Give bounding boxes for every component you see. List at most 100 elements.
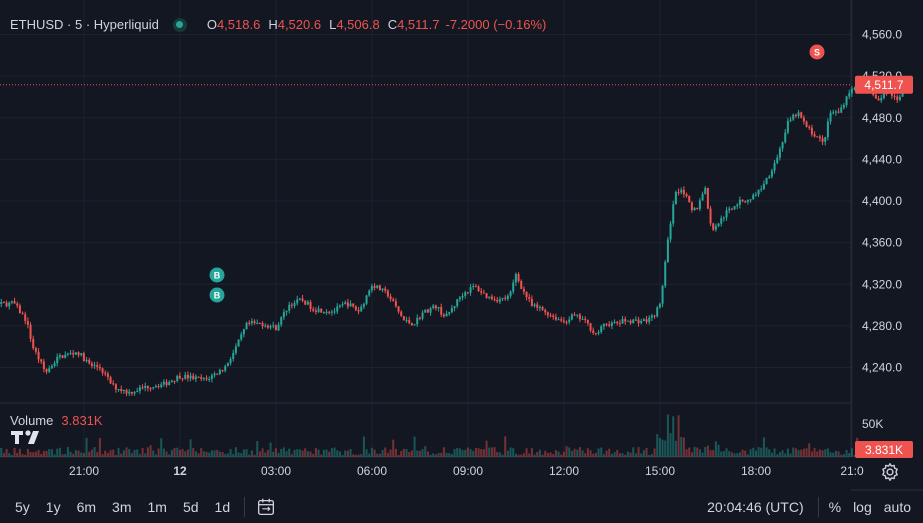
candle-body (448, 312, 451, 314)
volume-bar (224, 454, 227, 457)
volume-bar (661, 439, 664, 457)
candle-body (229, 359, 232, 364)
volume-bar (589, 450, 592, 457)
volume-bar (770, 452, 773, 457)
candle-body (410, 322, 413, 326)
candle-body (826, 121, 829, 138)
volume-bar (232, 454, 235, 457)
candle-body (162, 381, 165, 385)
volume-bar (456, 448, 459, 457)
last-price-label: 4,511.7 (864, 78, 903, 92)
volume-bar (749, 449, 752, 457)
candle-body (26, 320, 29, 325)
candle-body (429, 308, 432, 313)
timeframe-5d[interactable]: 5d (182, 498, 199, 515)
candle-body (722, 217, 725, 219)
volume-bar (578, 447, 581, 457)
percent-scale-toggle[interactable]: % (828, 498, 842, 515)
volume-bar (173, 448, 176, 457)
candle-body (210, 375, 213, 379)
volume-bar (584, 453, 587, 457)
candle-body (170, 380, 173, 383)
candle-body (421, 312, 424, 319)
candle-body (565, 321, 568, 323)
volume-bar (320, 454, 323, 457)
volume-bar (176, 447, 179, 457)
candle-body (37, 351, 40, 360)
volume-bar (0, 447, 3, 457)
volume-bar (768, 449, 771, 457)
volume-bar (277, 452, 280, 457)
timeframe-1d[interactable]: 1d (214, 498, 231, 515)
timeframe-1y[interactable]: 1y (45, 498, 61, 515)
volume-bar (690, 452, 693, 457)
volume-bar (82, 453, 85, 457)
symbol-title[interactable]: ETHUSD · 5 · Hyperliquid (10, 17, 159, 32)
candle-body (82, 353, 85, 362)
volume-bar (386, 452, 389, 457)
candle-body (493, 299, 496, 301)
candle-body (200, 377, 203, 379)
candle-body (381, 288, 384, 291)
candle-body (613, 321, 616, 323)
volume-bar (533, 454, 536, 457)
volume-bar (621, 453, 624, 457)
volume-bar (144, 453, 147, 457)
volume-bar (648, 454, 651, 457)
candle-body (138, 387, 141, 392)
candle-body (258, 322, 261, 324)
candle-body (205, 378, 208, 380)
volume-bar (802, 448, 805, 457)
volume-bar (341, 454, 344, 457)
log-scale-toggle[interactable]: log (853, 498, 872, 515)
candle-body (661, 285, 664, 304)
buy-marker-label: B (214, 291, 221, 301)
candle-body (698, 200, 701, 209)
volume-bar (536, 452, 539, 457)
candle-body (160, 384, 163, 387)
volume-bar (458, 448, 461, 457)
volume-bar (488, 447, 491, 457)
volume-value: 3.831K (61, 413, 103, 428)
candle-body (298, 298, 301, 300)
candle-body (405, 319, 408, 321)
candle-body (898, 96, 901, 100)
timeframe-6m[interactable]: 6m (76, 498, 97, 515)
candle-body (597, 332, 600, 334)
time-tick-label: 18:00 (741, 464, 771, 478)
volume-bar (789, 453, 792, 457)
candle-body (234, 346, 237, 353)
candle-body (453, 306, 456, 308)
settings-gear-icon[interactable] (879, 461, 901, 483)
candle-body (98, 366, 101, 369)
volume-bar (477, 448, 480, 457)
timeframe-3m[interactable]: 3m (112, 498, 132, 515)
utc-clock[interactable]: 20:04:46 (UTC) (707, 498, 804, 515)
candle-body (269, 325, 272, 328)
tradingview-logo-icon[interactable] (10, 426, 50, 448)
timeframe-5y[interactable]: 5y (15, 498, 30, 515)
volume-bar (554, 450, 557, 457)
volume-bar (384, 447, 387, 457)
volume-bar (781, 450, 784, 457)
volume-bar (576, 449, 579, 457)
high-key: H (268, 17, 278, 32)
candle-body (296, 299, 299, 304)
volume-bar (738, 452, 741, 457)
date-range-calendar-icon[interactable] (255, 496, 277, 518)
candle-body (66, 353, 69, 355)
candle-body (216, 373, 219, 375)
timeframe-1m[interactable]: 1m (147, 498, 167, 515)
volume-bar (298, 449, 301, 457)
auto-scale-toggle[interactable]: auto (883, 498, 911, 515)
candle-body (488, 296, 491, 298)
market-status-icon (172, 17, 187, 32)
volume-bar (602, 454, 605, 457)
volume-bar (418, 450, 421, 457)
candle-body (848, 93, 851, 97)
candle-body (720, 218, 723, 224)
candle-body (370, 285, 373, 291)
volume-bar (325, 449, 328, 457)
candle-body (266, 325, 269, 328)
